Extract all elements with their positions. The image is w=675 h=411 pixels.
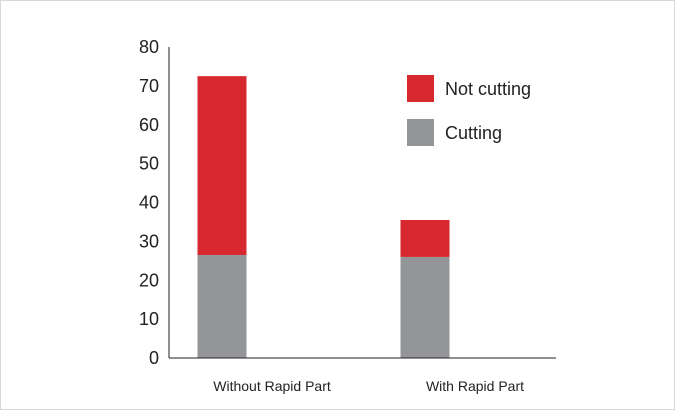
- legend: Not cutting Cutting: [407, 75, 531, 146]
- y-axis: 0 10 20 30 40 50 60 70 80: [139, 37, 170, 368]
- legend-swatch-not-cutting: [407, 75, 434, 102]
- y-tick-label: 70: [139, 76, 159, 96]
- legend-label: Not cutting: [445, 79, 531, 99]
- bar-cutting-1: [197, 254, 247, 358]
- legend-label: Cutting: [445, 123, 502, 143]
- y-tick-label: 60: [139, 115, 159, 135]
- bar-not-cutting-2: [400, 219, 450, 257]
- bars: [197, 76, 450, 358]
- y-tick-label: 40: [139, 193, 159, 213]
- y-tick-label: 0: [149, 348, 159, 368]
- bar-not-cutting-1: [197, 76, 247, 255]
- y-tick-label: 50: [139, 154, 159, 174]
- x-category-label: Without Rapid Part: [213, 378, 331, 394]
- y-tick-label: 80: [139, 37, 159, 57]
- y-tick-label: 20: [139, 270, 159, 290]
- bar-cutting-2: [400, 256, 450, 358]
- x-axis: Without Rapid Part With Rapid Part: [169, 357, 556, 394]
- legend-swatch-cutting: [407, 119, 434, 146]
- y-tick-label: 30: [139, 231, 159, 251]
- x-category-label: With Rapid Part: [426, 378, 524, 394]
- y-tick-label: 10: [139, 309, 159, 329]
